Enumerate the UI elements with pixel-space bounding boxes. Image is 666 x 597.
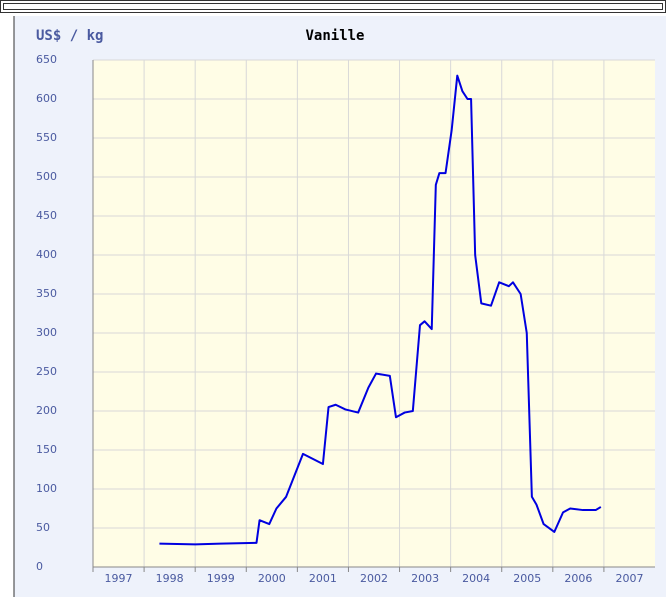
- y-tick-label: 300: [36, 326, 57, 339]
- y-tick-label: 500: [36, 170, 57, 183]
- x-tick-label: 1999: [207, 572, 235, 585]
- x-tick-label: 1997: [105, 572, 133, 585]
- y-tick-label: 50: [36, 521, 50, 534]
- series-line: [159, 74, 602, 546]
- x-tick-label: 2000: [258, 572, 286, 585]
- x-tick-label: 2001: [309, 572, 337, 585]
- x-tick-label: 2006: [564, 572, 592, 585]
- y-tick-label: 250: [36, 365, 57, 378]
- y-tick-label: 350: [36, 287, 57, 300]
- x-tick-label: 2003: [411, 572, 439, 585]
- x-tick-label: 2007: [615, 572, 643, 585]
- x-tick-label: 2002: [360, 572, 388, 585]
- y-tick-label: 600: [36, 92, 57, 105]
- x-tick-label: 1998: [156, 572, 184, 585]
- plot-area: [93, 60, 655, 567]
- chart-title: Vanille: [305, 28, 364, 44]
- y-tick-label: 100: [36, 482, 57, 495]
- x-tick-label: 2005: [513, 572, 541, 585]
- y-axis-label: US$ / kg: [36, 28, 103, 44]
- y-tick-label: 650: [36, 53, 57, 66]
- top-frame: [0, 0, 666, 13]
- y-tick-label: 550: [36, 131, 57, 144]
- y-tick-label: 0: [36, 560, 43, 573]
- y-tick-label: 450: [36, 209, 57, 222]
- x-tick-label: 2004: [462, 572, 490, 585]
- y-tick-label: 200: [36, 404, 57, 417]
- y-tick-label: 400: [36, 248, 57, 261]
- y-tick-label: 150: [36, 443, 57, 456]
- top-frame-inner: [3, 3, 663, 10]
